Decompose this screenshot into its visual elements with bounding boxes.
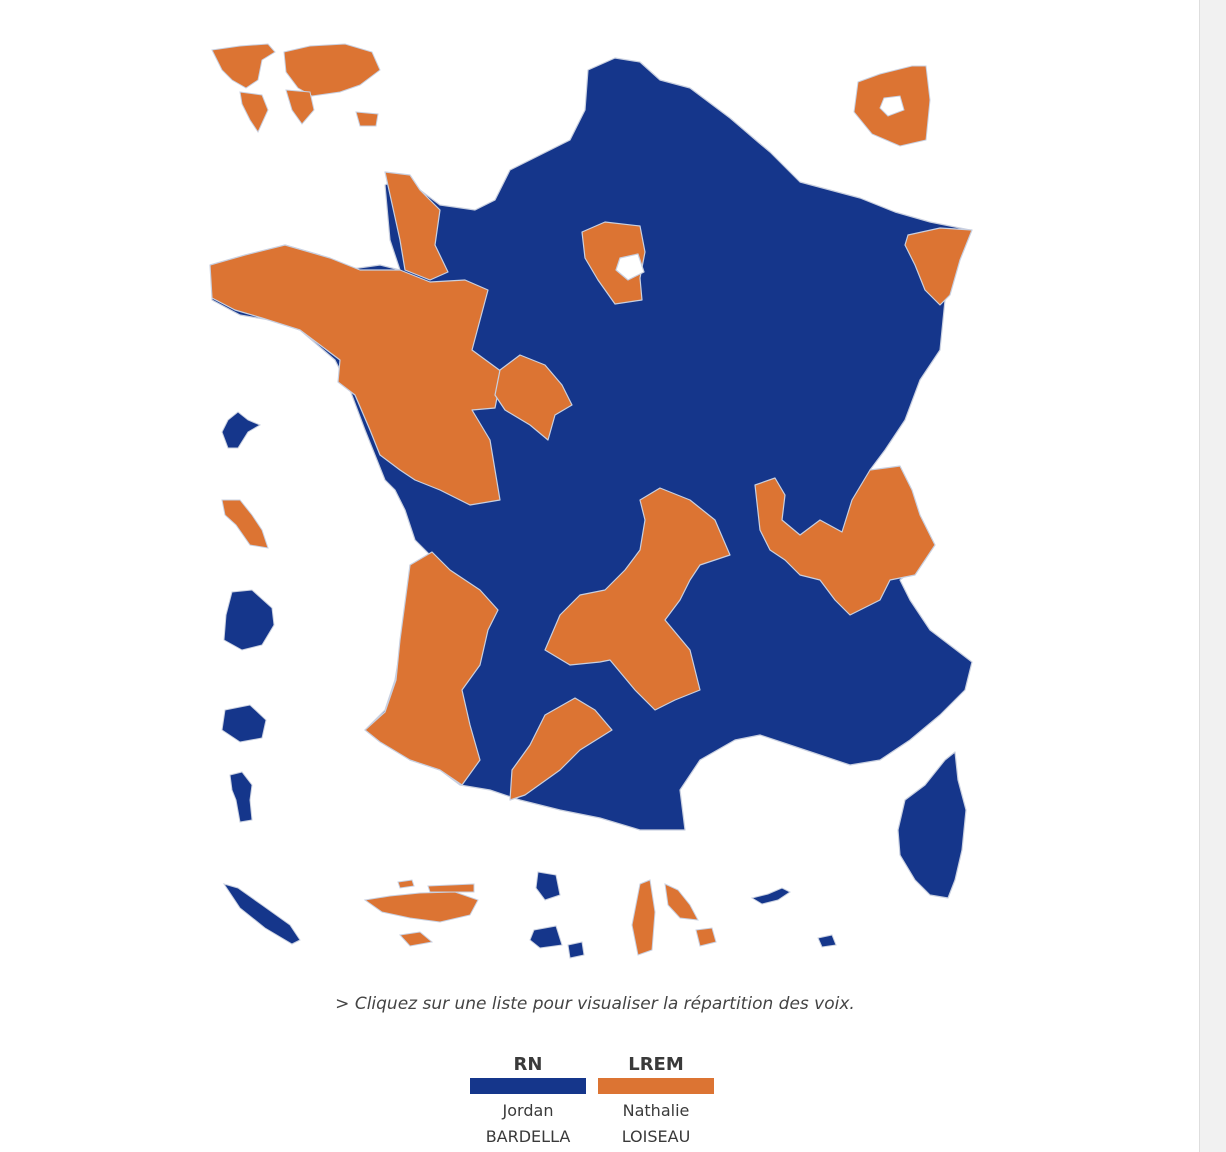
region-rhone-alpes[interactable] — [754, 465, 936, 616]
territory-saint-pierre[interactable] — [631, 879, 717, 956]
territory-guadeloupe[interactable] — [221, 411, 262, 449]
legend-item-rn[interactable]: RN Jordan BARDELLA — [470, 1052, 586, 1150]
legend-party-label: LREM — [628, 1054, 684, 1075]
region-west[interactable] — [209, 244, 503, 506]
legend-last-name: LOISEAU — [621, 1127, 691, 1146]
territory-mayotte[interactable] — [229, 771, 253, 823]
region-south-west[interactable] — [364, 551, 499, 786]
map-instruction: > Cliquez sur une liste pour visualiser … — [335, 994, 855, 1014]
dept-corsica[interactable] — [897, 751, 967, 899]
legend-color-swatch — [598, 1078, 714, 1094]
legend-first-name: Jordan — [502, 1101, 554, 1120]
dept-haute-garonne[interactable] — [509, 697, 613, 801]
territory-martinique[interactable] — [221, 499, 269, 549]
territory-polynesie[interactable] — [363, 879, 479, 947]
territory-world[interactable] — [211, 43, 381, 134]
territory-guyane[interactable] — [223, 589, 275, 651]
dept-paris-area[interactable] — [581, 221, 646, 305]
territory-nouvelle-caledonie[interactable] — [222, 883, 301, 945]
dept-alsace[interactable] — [904, 227, 973, 306]
dept-loiret[interactable] — [494, 354, 573, 441]
scrollbar[interactable] — [1199, 0, 1226, 1152]
dept-manche[interactable] — [384, 171, 449, 281]
dept-paris-center[interactable] — [615, 253, 645, 281]
territory-ile-de-france-inset[interactable] — [853, 65, 931, 147]
territory-saint-barthelemy[interactable] — [750, 887, 837, 948]
results-map — [209, 43, 973, 959]
legend-first-name: Nathalie — [622, 1101, 690, 1120]
territory-reunion[interactable] — [221, 704, 267, 743]
legend-item-lrem[interactable]: LREM Nathalie LOISEAU — [598, 1052, 714, 1150]
legend-last-name: BARDELLA — [485, 1127, 571, 1146]
legend: RN Jordan BARDELLA LREM Nathalie LOISEAU — [470, 1052, 714, 1150]
territory-wallis-futuna[interactable] — [529, 871, 585, 959]
legend-color-swatch — [470, 1078, 586, 1094]
region-massif-central[interactable] — [544, 487, 731, 711]
legend-party-label: RN — [513, 1054, 543, 1075]
